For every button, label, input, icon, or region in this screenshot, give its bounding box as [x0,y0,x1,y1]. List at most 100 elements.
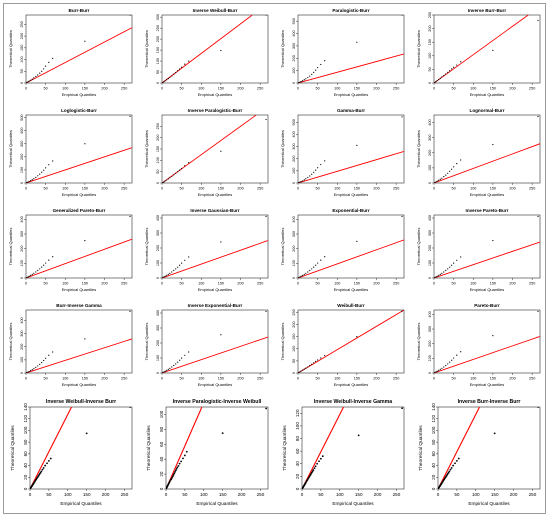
x-tick-label: 200 [373,376,379,380]
y-tick-label: 20 [431,474,436,480]
x-tick-label: 150 [354,86,360,90]
qq-panel-gamma-burr: Gamma-Burr 0 50 100 150 200 250 0 100 200 300 400 50… [280,108,405,197]
x-tick-label: 0 [165,492,168,497]
plot-area-border [161,214,269,279]
x-tick-label: 200 [237,376,243,380]
data-point [460,256,462,258]
y-tick-label: 400 [428,311,432,317]
data-point [313,362,315,364]
data-point [401,15,403,16]
x-tick-label: 150 [219,492,227,497]
data-point [443,176,445,178]
data-point [35,75,37,78]
data-point [312,469,315,471]
data-point [173,269,175,272]
panel-title: Exponential-Burr [332,208,369,213]
y-tick-label: 100 [156,58,160,64]
qq-panel-inverse-pareto-burr: Inverse Pareto-Burr 0 50 100 150 200 250 0 100 20… [416,208,541,292]
data-point [324,354,326,357]
data-point [33,77,35,79]
y-axis-label: Theoretical Quantiles [144,130,149,168]
data-point [299,181,301,183]
data-point [170,478,173,481]
y-tick-label: 120 [431,414,436,422]
y-tick-label: 250 [156,123,160,129]
data-point [179,68,181,70]
data-point [85,432,88,435]
x-tick-label: 200 [101,376,107,380]
x-tick-label: 0 [161,376,163,380]
data-point [460,159,462,161]
y-tick-label: 400 [20,216,24,222]
data-point [43,264,45,266]
data-point [298,182,300,183]
data-point [454,462,456,465]
x-tick-label: 150 [490,281,496,285]
data-point [28,370,30,373]
y-tick-label: 150 [156,146,160,152]
data-point [220,334,222,336]
y-tick-label: 200 [20,344,24,350]
data-point [320,163,322,166]
data-point [441,177,443,179]
x-tick-label: 100 [62,86,68,90]
x-axis-label: Empirical Quantiles [198,382,232,387]
data-point [37,365,39,367]
x-tick-label: 200 [373,86,379,90]
data-point [179,264,181,266]
x-tick-label: 250 [393,281,399,285]
fit-line [438,407,481,489]
y-axis-label: Theoretical Quantiles [416,130,421,168]
data-point [317,262,319,264]
fit-line [26,27,132,83]
data-point [129,310,131,312]
data-point [28,180,30,183]
data-point [300,370,302,372]
data-point [324,160,326,162]
qq-panel-pareto-burr: Pareto-Burr 0 50 100 150 200 250 0 100 200 300 400 E… [416,303,541,387]
x-tick-label: 50 [452,86,456,90]
y-axis-label: Theoretical Quantiles [144,228,149,266]
data-point [184,63,186,65]
x-tick-label: 50 [316,376,320,380]
data-point [45,65,47,67]
data-point [171,475,174,478]
y-tick-label: 60 [23,451,28,457]
y-tick-label: 100 [292,168,296,174]
data-point [173,364,175,367]
data-point [28,275,30,277]
plot-area-border [161,309,269,374]
x-tick-label: 50 [44,86,48,90]
fit-line [30,407,73,489]
data-point [300,80,302,83]
y-tick-label: 200 [292,156,296,162]
x-tick-label: 200 [237,186,243,190]
data-point [188,162,190,164]
data-point [441,367,443,369]
y-axis-label: Theoretical Quantiles [416,323,421,361]
y-tick-label: 200 [428,25,432,31]
data-point [302,274,304,276]
x-tick-label: 200 [509,86,515,90]
y-tick-label: 80 [295,436,300,442]
x-tick-label: 100 [198,86,204,90]
data-point [449,468,452,471]
data-point [33,368,35,370]
panel-title: Inverse Weibull-Burr [193,8,238,13]
fit-line [434,143,540,183]
data-point [30,79,32,81]
plot-area-border [25,214,133,279]
y-tick-label: 0 [156,182,160,184]
data-point [41,468,44,471]
data-point [35,271,37,273]
data-point [453,262,455,264]
x-tick-label: 50 [44,186,48,190]
y-tick-label: 80 [23,439,28,445]
x-tick-label: 50 [318,492,324,497]
data-point [41,266,43,268]
x-tick-label: 0 [161,186,163,190]
y-tick-label: 200 [20,33,24,39]
x-axis-label: Empirical Quantiles [470,92,504,97]
y-tick-label: 0 [431,487,436,490]
data-point [439,77,441,79]
